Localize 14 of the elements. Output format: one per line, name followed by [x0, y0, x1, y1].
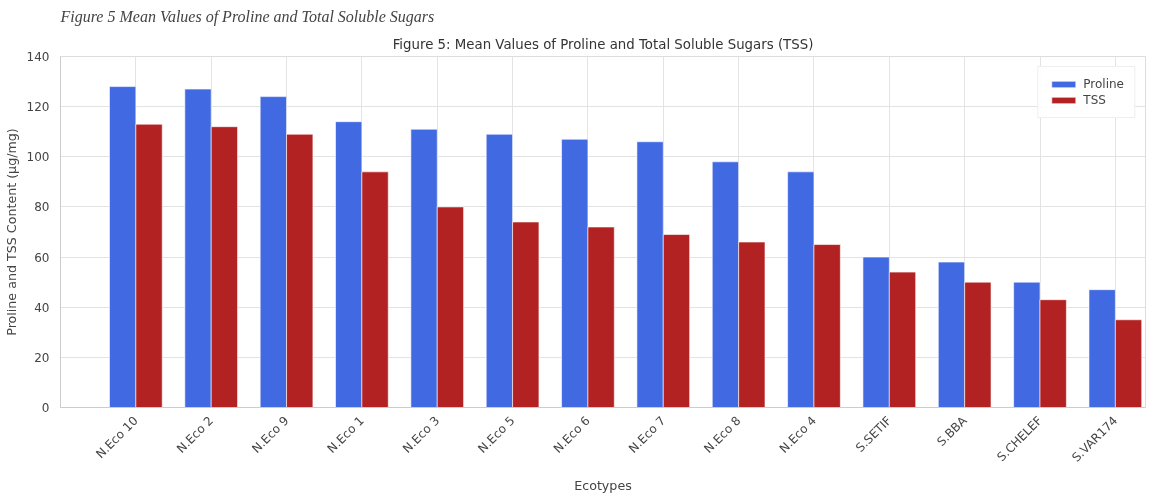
legend-label: TSS — [1083, 93, 1106, 107]
y-tick-label: 0 — [41, 401, 50, 415]
y-tick-label: 100 — [26, 150, 50, 165]
y-tick-label: 80 — [34, 200, 50, 215]
chart-title: Figure 5: Mean Values of Proline and Total Soluble Sugars (TSS) — [392, 36, 814, 52]
y-axis-title: Proline and TSS Content (µg/mg) — [3, 128, 19, 336]
caption: Figure 5 Mean Values of Proline and Total Soluble Sugars — [59, 7, 435, 26]
y-tick-label: 40 — [34, 300, 50, 315]
y-tick-label: 60 — [34, 250, 50, 265]
y-tick-label: 140 — [26, 50, 50, 64]
legend-label: Proline — [1083, 77, 1124, 91]
y-tick-label: 120 — [26, 100, 50, 115]
y-tick-label: 20 — [34, 350, 50, 365]
x-axis-title: Ecotypes — [574, 477, 632, 493]
